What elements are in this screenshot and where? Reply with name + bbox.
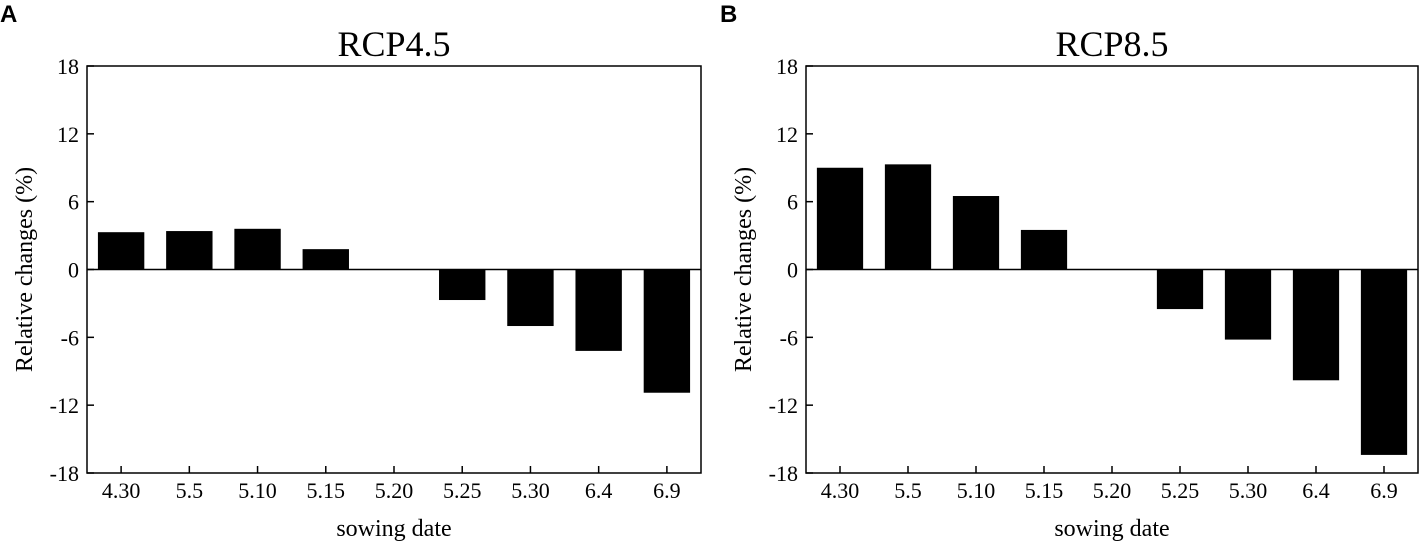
x-tick-label: 5.30 xyxy=(511,478,550,503)
x-axis-label: sowing date xyxy=(336,516,451,542)
bar xyxy=(234,228,281,270)
panel-letter: B xyxy=(720,1,737,28)
x-tick-label: 5.15 xyxy=(307,478,346,503)
y-axis-label: Relative changes (%) xyxy=(12,167,38,372)
y-tick-label: -6 xyxy=(61,325,79,350)
y-tick-label: -12 xyxy=(50,393,79,418)
bar xyxy=(97,232,145,270)
x-axis-label: sowing date xyxy=(1054,516,1169,542)
y-tick-label: -6 xyxy=(780,325,798,350)
x-tick-label: 5.15 xyxy=(1025,478,1064,503)
x-tick-label: 5.10 xyxy=(957,478,996,503)
bar xyxy=(884,164,932,270)
bar xyxy=(439,269,486,301)
y-axis-label: Relative changes (%) xyxy=(731,167,757,372)
bar xyxy=(952,196,1000,270)
bar xyxy=(1292,269,1340,381)
bar xyxy=(507,269,554,327)
bar xyxy=(166,231,213,270)
chart-title: RCP4.5 xyxy=(337,24,450,64)
bar xyxy=(302,249,349,270)
y-tick-label: 18 xyxy=(57,54,79,79)
x-tick-label: 6.9 xyxy=(653,478,681,503)
x-tick-label: 5.20 xyxy=(1093,478,1132,503)
y-tick-label: 0 xyxy=(68,258,79,283)
y-tick-label: -18 xyxy=(50,461,79,486)
bar xyxy=(1020,229,1068,270)
chart-title: RCP8.5 xyxy=(1055,24,1168,64)
chart-panel-a: A RCP4.5 18 12 6 0 -6 -12 -18 4.30 5.5 5.10 5.15 5.20… xyxy=(0,1,702,542)
bar xyxy=(1360,269,1408,455)
x-tick-label: 5.25 xyxy=(443,478,482,503)
bar xyxy=(643,269,691,393)
y-tick-label: -12 xyxy=(769,393,798,418)
bar xyxy=(816,167,864,270)
y-tick-label: -18 xyxy=(769,461,798,486)
x-tick-label: 5.5 xyxy=(176,478,204,503)
x-tick-label: 5.20 xyxy=(375,478,414,503)
x-tick-label: 6.4 xyxy=(1302,478,1330,503)
y-tick-label: 0 xyxy=(787,258,798,283)
chart-panel-b: B RCP8.5 18 12 6 0 -6 -12 -18 4.30 5.5 5.10 5.15 5.20… xyxy=(720,1,1419,542)
panel-letter: A xyxy=(0,1,17,28)
y-tick-label: 12 xyxy=(57,122,79,147)
bar xyxy=(575,269,622,351)
y-tick-label: 12 xyxy=(776,122,798,147)
x-tick-label: 6.9 xyxy=(1370,478,1398,503)
x-tick-label: 5.30 xyxy=(1229,478,1268,503)
x-tick-label: 5.10 xyxy=(238,478,277,503)
bar xyxy=(1224,269,1272,340)
x-tick-label: 5.5 xyxy=(894,478,922,503)
x-tick-label: 5.25 xyxy=(1161,478,1200,503)
x-tick-label: 4.30 xyxy=(102,478,141,503)
y-tick-label: 6 xyxy=(787,190,798,215)
bar xyxy=(1156,269,1204,310)
y-tick-label: 6 xyxy=(68,190,79,215)
x-tick-label: 6.4 xyxy=(585,478,613,503)
x-tick-label: 4.30 xyxy=(821,478,860,503)
y-tick-label: 18 xyxy=(776,54,798,79)
